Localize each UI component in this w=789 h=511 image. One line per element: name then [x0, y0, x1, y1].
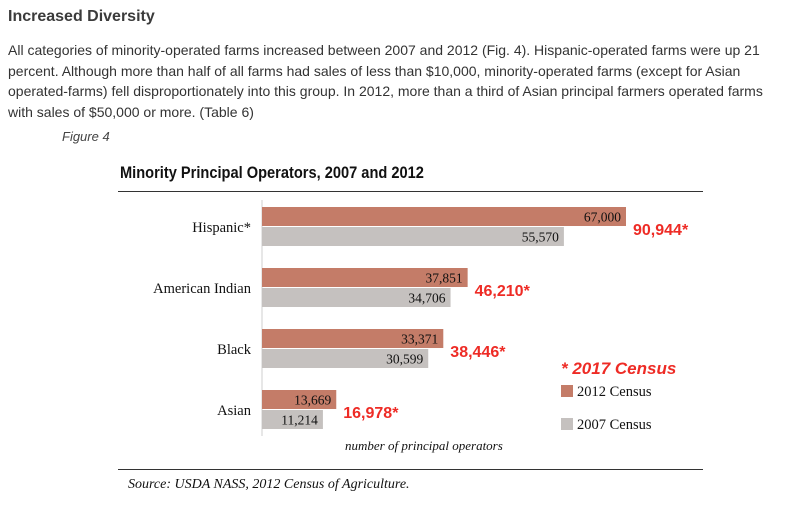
value-label: 30,599	[386, 352, 423, 367]
bar-2012-census	[262, 268, 468, 287]
bar-2012-census	[262, 390, 337, 409]
bottom-rule	[118, 469, 703, 470]
legend-swatch	[561, 418, 573, 430]
legend-label: 2007 Census	[577, 417, 652, 433]
census-2017-label: 16,978*	[343, 405, 399, 422]
census-2017-label: 46,210*	[475, 283, 531, 300]
bar-2007-census	[262, 410, 323, 429]
category-label: Black	[217, 342, 252, 358]
legend-2017-note: * 2017 Census	[561, 359, 676, 378]
bar-2012-census	[262, 207, 626, 226]
bar-2007-census	[262, 227, 564, 246]
chart-title: Minority Principal Operators, 2007 and 2…	[120, 163, 424, 182]
title-rule	[118, 191, 703, 192]
figure-label: Figure 4	[62, 129, 110, 144]
bar-2007-census	[262, 349, 429, 368]
value-label: 55,570	[522, 230, 559, 245]
category-label: Asian	[217, 403, 252, 419]
legend-label: 2012 Census	[577, 384, 652, 400]
value-label: 67,000	[584, 210, 621, 225]
value-label: 11,214	[281, 413, 318, 428]
value-label: 34,706	[408, 291, 445, 306]
body-paragraph: All categories of minority-operated farm…	[8, 42, 763, 120]
bar-2012-census	[262, 329, 444, 348]
category-label: Hispanic*	[192, 220, 251, 236]
section-heading: Increased Diversity	[8, 8, 155, 25]
source-note: Source: USDA NASS, 2012 Census of Agricu…	[128, 477, 410, 492]
value-label: 13,669	[294, 393, 331, 408]
bar-2007-census	[262, 288, 451, 307]
category-label: American Indian	[153, 281, 252, 297]
legend-swatch	[561, 385, 573, 397]
census-2017-label: 38,446*	[450, 344, 506, 361]
census-2017-label: 90,944*	[633, 222, 689, 239]
value-label: 33,371	[401, 332, 438, 347]
x-axis-label: number of principal operators	[345, 438, 503, 453]
value-label: 37,851	[426, 271, 463, 286]
